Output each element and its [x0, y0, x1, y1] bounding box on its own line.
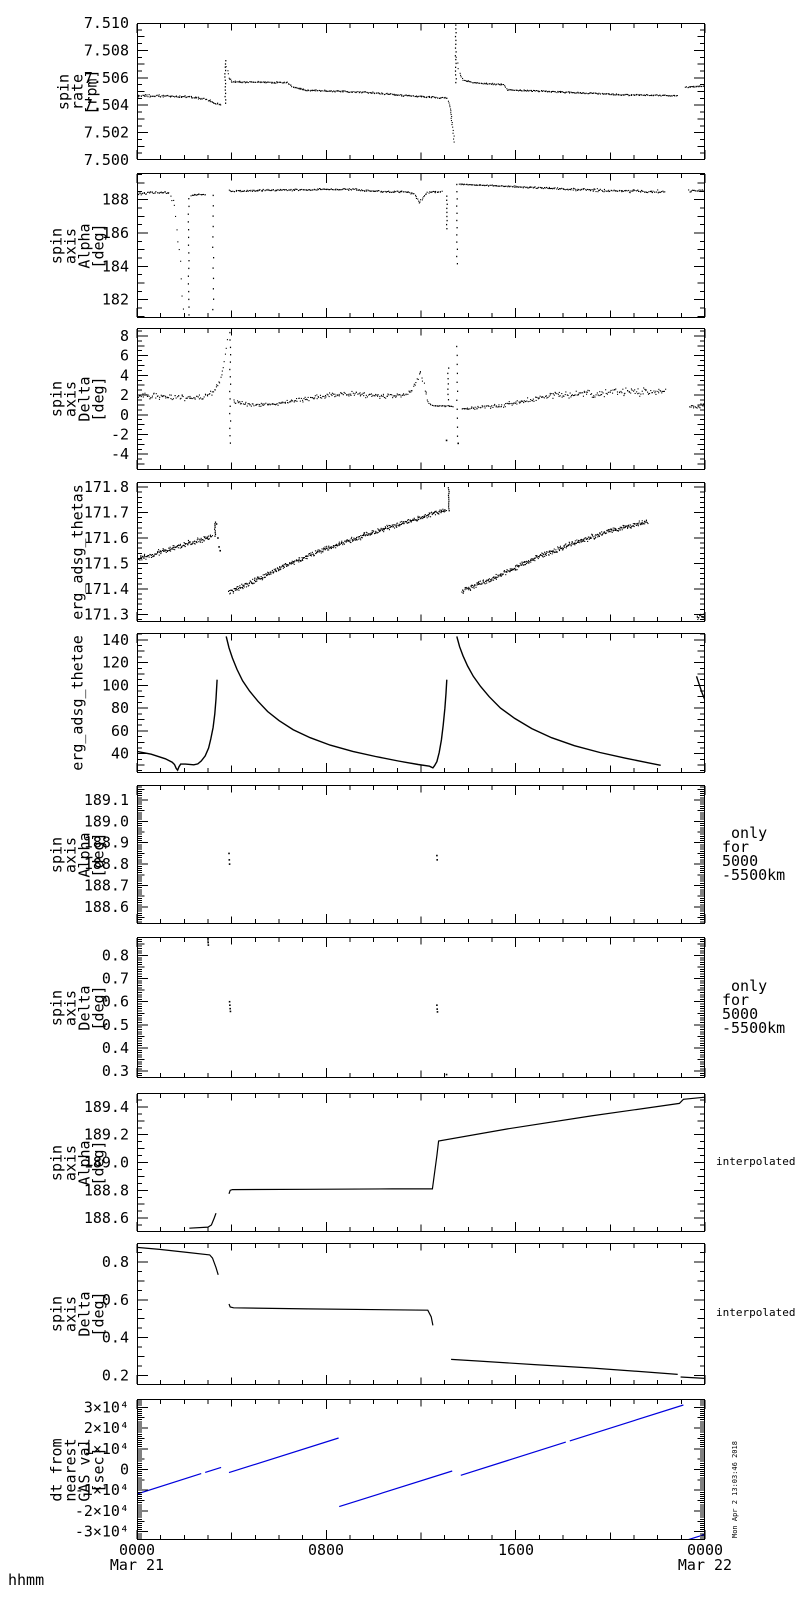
- y-tick-label: 7.500: [84, 151, 129, 169]
- y-tick-label: 8: [120, 327, 129, 345]
- y-tick-label: 4: [120, 366, 129, 384]
- panel-spin-axis-alpha: spin axis Alpha [deg] 182 184 186 188: [0, 172, 800, 319]
- y-tick-label: 80: [111, 699, 129, 717]
- panel-dt-from-nearest-gas: dt from nearest GAS val [sec] -3×10⁴ -2×1…: [0, 1398, 800, 1541]
- plot-spin-axis-alpha: 182 184 186 188: [102, 172, 706, 319]
- y-tick-label: 189.1: [84, 791, 129, 809]
- y-tick-label: 171.5: [84, 554, 129, 572]
- y-tick-label: 60: [111, 722, 129, 740]
- panel-spin-axis-alpha-interpolated: spin axis Alpha [deg] 188.6 188.8 189.0 189…: [0, 1092, 800, 1233]
- annotation-only-for-delta: only for 5000 -5500km: [722, 977, 786, 1037]
- y-tick-label: 0.3: [102, 1062, 129, 1080]
- x-tick-time: 1600: [497, 1541, 535, 1559]
- plot-spin-axis-delta-interpolated: 0.2 0.4 0.6 0.8: [102, 1242, 706, 1386]
- panel-spin-rate: spin rate [rpm] 7.500 7.502 7.504 7.506 7.50…: [0, 14, 800, 169]
- annotation-interpolated-alpha: interpolated: [716, 1155, 796, 1168]
- y-tick-label: 2: [120, 386, 129, 404]
- x-tick-time: 0000: [118, 1541, 156, 1559]
- y-tick-label: 188.6: [84, 1209, 129, 1227]
- y-tick-label: 6: [120, 347, 129, 365]
- y-tick-label: -2: [111, 426, 129, 444]
- y-tick-label: 0.8: [102, 1253, 129, 1271]
- x-tick-time: 0800: [307, 1541, 345, 1559]
- y-tick-label: 188.8: [84, 855, 129, 873]
- annotation-interpolated-delta: interpolated: [716, 1306, 796, 1319]
- y-tick-label: 7.504: [84, 96, 129, 114]
- panel-spin-axis-alpha-5000km: spin axis Alpha [deg] 188.6 188.7 188.8 188…: [0, 784, 800, 925]
- x-axis-unit-label: hhmm 2018: [8, 1543, 44, 1600]
- panel-erg-adsg-thetae: erg_adsg_thetae 40 60 80 100 120 140: [0, 631, 800, 774]
- y-tick-label: 188: [102, 191, 129, 209]
- y-tick-label: 0.8: [102, 946, 129, 964]
- x-tick-time: 0000: [686, 1541, 724, 1559]
- plot-spin-axis-delta-5000km: 0.3 0.4 0.5 0.6 0.7 0.8: [102, 936, 706, 1080]
- y-tick-label: 7.506: [84, 69, 129, 87]
- y-tick-label: 189.0: [84, 812, 129, 830]
- y-tick-label: 0.7: [102, 970, 129, 988]
- y-tick-label: 7.508: [84, 41, 129, 59]
- y-tick-label: 188.9: [84, 834, 129, 852]
- y-tick-label: 0.2: [102, 1367, 129, 1385]
- annotation-only-for-alpha: only for 5000 -5500km: [722, 824, 786, 884]
- y-tick-label: 182: [102, 291, 129, 309]
- y-tick-label: 0: [120, 406, 129, 424]
- y-tick-label: 3×10⁴: [84, 1398, 129, 1416]
- y-tick-label: 189.2: [84, 1126, 129, 1144]
- plot-dt-from-nearest-gas: -3×10⁴ -2×10⁴ -1×10⁴ 0 1×10⁴ 2×10⁴ 3×10⁴: [75, 1398, 706, 1541]
- y-tick-label: 140: [102, 631, 129, 649]
- y-tick-label: 0.4: [102, 1329, 129, 1347]
- y-tick-label: 1×10⁴: [84, 1440, 129, 1458]
- y-tick-label: 171.8: [84, 478, 129, 496]
- y-tick-label: -4: [111, 445, 129, 463]
- panel-spin-axis-delta-interpolated: spin axis Delta [deg] 0.2 0.4 0.6 0.8: [0, 1242, 800, 1386]
- y-tick-label: -2×10⁴: [75, 1502, 129, 1520]
- plot-erg-adsg-thetae: 40 60 80 100 120 140: [102, 631, 706, 774]
- y-tick-label: 120: [102, 654, 129, 672]
- y-tick-label: -3×10⁴: [75, 1523, 129, 1541]
- y-tick-label: 0.4: [102, 1039, 129, 1057]
- panel-erg-adsg-thetas: erg_adsg_thetas 171.3 171.4 171.5 171.6 171.…: [0, 478, 800, 623]
- y-tick-label: 188.7: [84, 877, 129, 895]
- panel-spin-axis-delta: spin axis Delta [deg] -4 -2 0 2 4 6 8: [0, 327, 800, 471]
- plot-spin-axis-alpha-interpolated: 188.6 188.8 189.0 189.2 189.4: [84, 1092, 706, 1233]
- y-tick-label: 171.3: [84, 605, 129, 623]
- y-tick-label: 40: [111, 745, 129, 763]
- plot-spin-axis-delta: -4-2 0 2 46 8: [111, 327, 706, 471]
- y-tick-label: 7.510: [84, 14, 129, 32]
- plot-spin-rate: 7.500 7.502 7.504 7.506 7.508 7.510: [84, 14, 706, 169]
- panel-spin-axis-delta-5000km: spin axis Delta [deg] 0.3 0.4 0.5 0.6 0.7 0.8: [0, 936, 800, 1080]
- x-tick-0000-mar21: 0000 Mar 21: [67, 1543, 207, 1573]
- y-tick-label: 0.5: [102, 1016, 129, 1034]
- creation-timestamp: Mon Apr 2 13:03:46 2018: [731, 1441, 739, 1538]
- x-tick-date: Mar 21: [109, 1556, 165, 1574]
- plot-spin-axis-alpha-5000km: 188.6 188.7 188.8 188.9 189.0 189.1: [84, 784, 706, 925]
- x-tick-0000-mar22: 0000 Mar 22: [635, 1543, 775, 1573]
- plot-erg-adsg-thetas: 171.3 171.4 171.5 171.6 171.7 171.8: [84, 478, 706, 623]
- y-tick-label: 188.6: [84, 898, 129, 916]
- x-tick-1600: 1600: [446, 1543, 586, 1558]
- y-tick-label: 189.0: [84, 1154, 129, 1172]
- y-tick-label: 171.7: [84, 504, 129, 522]
- y-tick-label: 0.6: [102, 1291, 129, 1309]
- y-tick-label: 188.8: [84, 1181, 129, 1199]
- x-axis-unit: hhmm: [8, 1571, 45, 1589]
- y-tick-label: 100: [102, 676, 129, 694]
- y-tick-label: 0: [120, 1461, 129, 1479]
- y-tick-label: 171.4: [84, 580, 129, 598]
- x-tick-date: Mar 22: [677, 1556, 733, 1574]
- y-tick-label: 189.4: [84, 1098, 129, 1116]
- x-tick-0800: 0800: [256, 1543, 396, 1558]
- y-tick-label: 184: [102, 257, 129, 275]
- y-tick-label: -1×10⁴: [75, 1481, 129, 1499]
- y-tick-label: 171.6: [84, 529, 129, 547]
- y-tick-label: 7.502: [84, 124, 129, 142]
- y-tick-label: 186: [102, 224, 129, 242]
- y-tick-label: 0.6: [102, 993, 129, 1011]
- y-tick-label: 2×10⁴: [84, 1419, 129, 1437]
